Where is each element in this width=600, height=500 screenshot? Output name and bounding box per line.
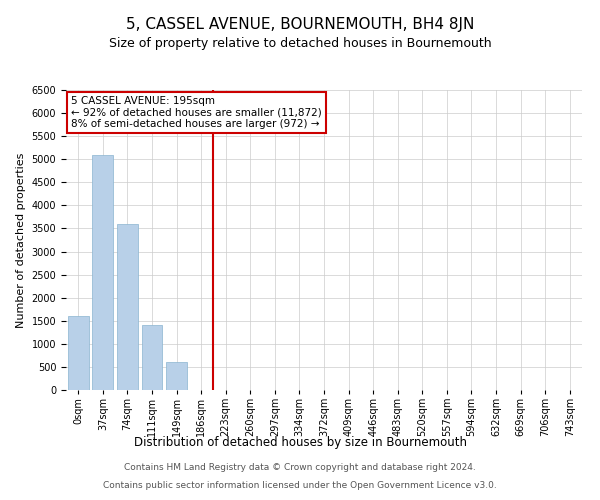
Bar (68, 316, 89, 390)
Bar (117, 224, 138, 390)
Bar (92, 154, 113, 390)
Bar (142, 326, 163, 390)
Bar (166, 362, 187, 390)
Text: 5 CASSEL AVENUE: 195sqm
← 92% of detached houses are smaller (11,872)
8% of semi: 5 CASSEL AVENUE: 195sqm ← 92% of detache… (71, 96, 322, 129)
Text: Size of property relative to detached houses in Bournemouth: Size of property relative to detached ho… (109, 38, 491, 51)
Text: Contains public sector information licensed under the Open Government Licence v3: Contains public sector information licen… (103, 481, 497, 490)
Text: Distribution of detached houses by size in Bournemouth: Distribution of detached houses by size … (133, 436, 467, 449)
Y-axis label: Number of detached properties: Number of detached properties (16, 152, 26, 328)
Text: 5, CASSEL AVENUE, BOURNEMOUTH, BH4 8JN: 5, CASSEL AVENUE, BOURNEMOUTH, BH4 8JN (126, 18, 474, 32)
Text: Contains HM Land Registry data © Crown copyright and database right 2024.: Contains HM Land Registry data © Crown c… (124, 464, 476, 472)
